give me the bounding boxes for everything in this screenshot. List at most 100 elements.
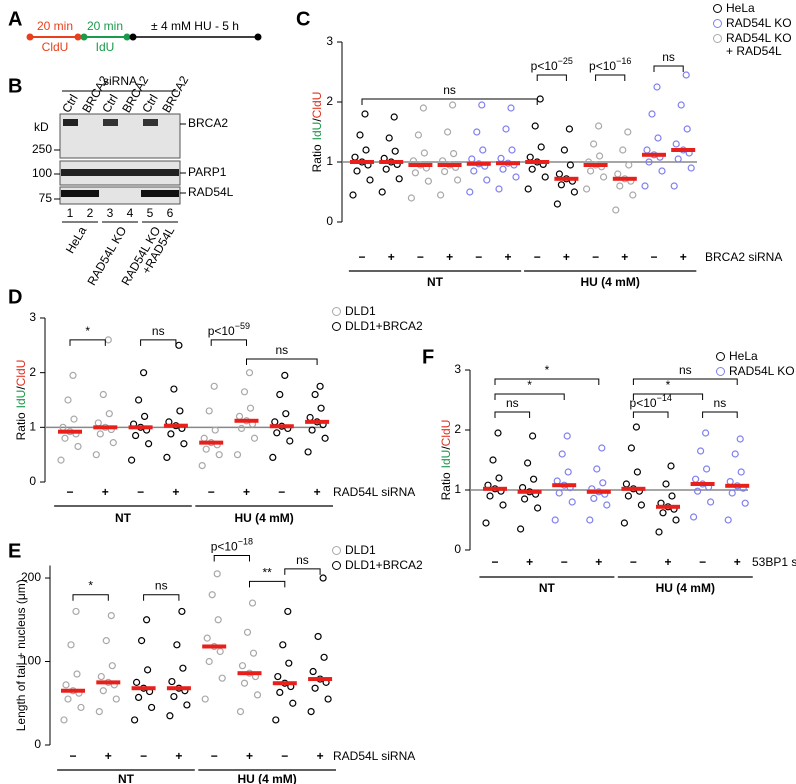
data-point [133,678,141,686]
data-point [279,641,287,649]
data-point [311,684,319,692]
treatment-label: HU (4 mM) [234,511,293,525]
data-point [555,489,563,497]
bracket-text: p<10 [211,540,238,554]
band [141,190,179,197]
data-point [553,200,562,208]
data-point [362,146,370,154]
legend: DLD1 DLD1+BRCA2 [332,305,442,335]
data-point [395,175,403,183]
data-point [683,125,691,133]
bracket-label: p<10−16 [589,56,631,73]
data-point [706,498,715,506]
median-bar [725,483,750,488]
sirna-sign: + [504,250,511,264]
bracket-label: * [666,378,671,392]
data-point [624,128,632,136]
legend-item: DLD1 [332,544,442,557]
data-point [489,456,497,464]
data-point [619,146,627,154]
data-point [245,369,254,377]
sirna-sign: − [278,485,285,499]
y-tick-label: 3 [454,362,461,376]
median-bar [690,482,715,486]
bracket-sup: −59 [235,321,250,331]
data-point [599,173,608,181]
data-point [236,708,245,716]
bracket-label: p<10−18 [211,537,253,554]
data-point [67,641,75,649]
data-point [614,170,622,178]
bracket [494,378,600,385]
data-point [64,695,72,703]
bracket-sup: −16 [616,56,631,66]
bracket-text: ** [262,566,272,580]
data-point [478,101,486,109]
sirna-sign: + [446,250,453,264]
legend-marker [716,352,725,361]
data-point [320,653,328,661]
median-bar [656,504,680,509]
bracket [246,358,318,365]
data-point [582,185,591,193]
data-point [625,161,633,169]
bracket-text: * [527,378,532,392]
bracket-label: ns [296,553,309,567]
legend-name: DLD1 [345,543,376,557]
data-point [180,440,188,448]
data-point [687,164,695,172]
sirna-sign: − [592,250,599,264]
data-point [701,429,710,437]
bracket-label: * [88,579,93,593]
bracket-sup: −25 [558,56,573,66]
data-point [622,480,631,488]
data-point [419,104,427,112]
sirna-sign: + [172,485,179,499]
median-bar [437,163,462,167]
data-point [97,672,105,681]
data-point [586,516,594,524]
bracket [536,74,567,81]
data-point [109,439,117,447]
data-point [674,155,682,163]
data-point [353,167,361,175]
legend-marker [713,4,722,13]
bracket [702,411,738,418]
bracket [494,393,565,400]
median-bar [496,161,520,166]
data-point [166,712,174,720]
legend-item: RAD54L KO [713,17,793,30]
data-point [564,468,572,476]
timeline-dot [74,33,82,41]
data-point [304,448,312,456]
data-point [311,390,319,399]
sirna-sign: − [534,250,541,264]
median-bar [163,423,188,428]
y-tick-label: 0 [326,214,333,228]
y-tick-label: 1 [454,482,461,496]
median-bar [128,425,153,430]
data-point [112,695,120,703]
data-point [524,185,532,193]
data-point [382,165,390,173]
y-tick-label: 2 [326,94,333,108]
data-point [308,426,316,434]
sirna-sign: − [561,555,568,569]
data-point [702,465,711,473]
data-point [237,424,246,433]
data-point [390,113,398,121]
sirna-sign: + [314,485,321,499]
y-axis-label: Length of tail + nucleus (μm) [14,579,28,731]
band [61,169,179,176]
data-point [512,173,520,181]
sirna-sign: + [526,555,533,569]
data-point [595,152,604,160]
legend-marker [713,34,722,43]
median-bar [269,424,294,429]
band [143,119,158,126]
step-agent: IdU [96,40,115,54]
data-point [281,371,289,379]
y-axis-label-part: IdU [14,390,28,409]
